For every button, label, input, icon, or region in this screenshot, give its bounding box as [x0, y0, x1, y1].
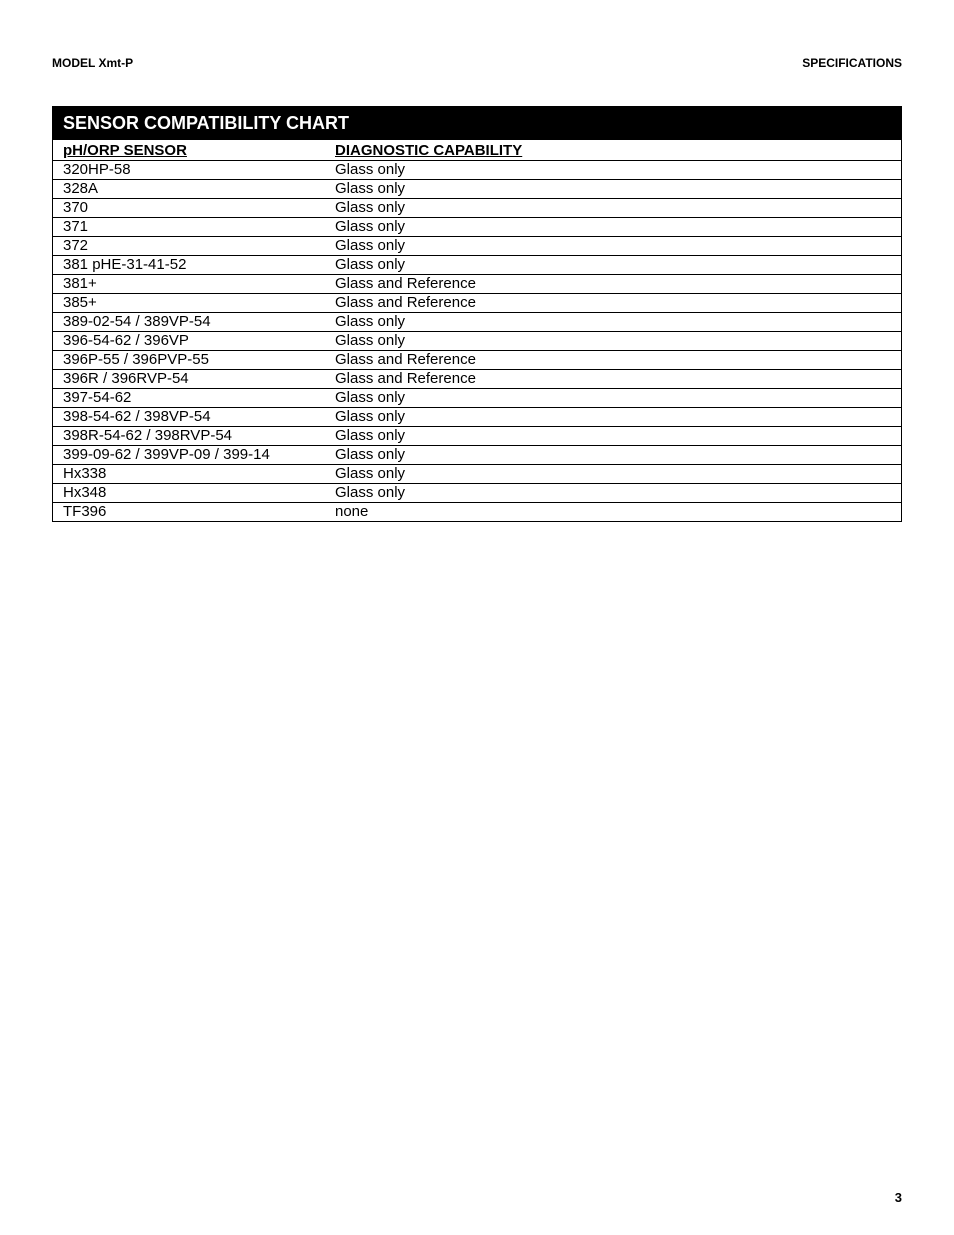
table-row: 398-54-62 / 398VP-54Glass only: [53, 408, 901, 427]
table-body: 320HP-58Glass only328AGlass only370Glass…: [53, 161, 901, 521]
diagnostic-cell: Glass only: [335, 389, 891, 407]
table-row: Hx338Glass only: [53, 465, 901, 484]
table-row: 370Glass only: [53, 199, 901, 218]
table-row: 381+Glass and Reference: [53, 275, 901, 294]
sensor-cell: 385+: [63, 294, 335, 312]
column-header-row: pH/ORP SENSOR DIAGNOSTIC CAPABILITY: [53, 140, 901, 161]
col-header-diagnostic: DIAGNOSTIC CAPABILITY: [335, 142, 891, 160]
sensor-cell: 398-54-62 / 398VP-54: [63, 408, 335, 426]
sensor-chart: SENSOR COMPATIBILITY CHART pH/ORP SENSOR…: [52, 106, 902, 522]
table-row: 397-54-62Glass only: [53, 389, 901, 408]
sensor-cell: Hx348: [63, 484, 335, 502]
table-row: 396-54-62 / 396VPGlass only: [53, 332, 901, 351]
diagnostic-cell: Glass only: [335, 408, 891, 426]
diagnostic-cell: none: [335, 503, 891, 521]
diagnostic-cell: Glass only: [335, 313, 891, 331]
sensor-cell: 371: [63, 218, 335, 236]
table-row: TF396none: [53, 503, 901, 521]
sensor-cell: 396R / 396RVP-54: [63, 370, 335, 388]
diagnostic-cell: Glass only: [335, 446, 891, 464]
header-left: MODEL Xmt-P: [52, 56, 133, 70]
table-row: 396P-55 / 396PVP-55Glass and Reference: [53, 351, 901, 370]
table-row: 328AGlass only: [53, 180, 901, 199]
diagnostic-cell: Glass only: [335, 465, 891, 483]
sensor-cell: 320HP-58: [63, 161, 335, 179]
page-number: 3: [895, 1190, 902, 1205]
diagnostic-cell: Glass only: [335, 218, 891, 236]
diagnostic-cell: Glass only: [335, 256, 891, 274]
diagnostic-cell: Glass and Reference: [335, 370, 891, 388]
sensor-cell: 372: [63, 237, 335, 255]
table-row: 398R-54-62 / 398RVP-54Glass only: [53, 427, 901, 446]
col-header-sensor: pH/ORP SENSOR: [63, 142, 335, 160]
table-row: 372Glass only: [53, 237, 901, 256]
page: MODEL Xmt-P SPECIFICATIONS SENSOR COMPAT…: [0, 0, 954, 1235]
sensor-cell: Hx338: [63, 465, 335, 483]
diagnostic-cell: Glass only: [335, 180, 891, 198]
sensor-cell: TF396: [63, 503, 335, 521]
table-row: 389-02-54 / 389VP-54Glass only: [53, 313, 901, 332]
table-row: 396R / 396RVP-54Glass and Reference: [53, 370, 901, 389]
sensor-cell: 396-54-62 / 396VP: [63, 332, 335, 350]
sensor-cell: 328A: [63, 180, 335, 198]
header-right: SPECIFICATIONS: [802, 56, 902, 70]
table-row: 320HP-58Glass only: [53, 161, 901, 180]
diagnostic-cell: Glass and Reference: [335, 294, 891, 312]
page-header: MODEL Xmt-P SPECIFICATIONS: [52, 56, 902, 70]
sensor-cell: 389-02-54 / 389VP-54: [63, 313, 335, 331]
table-row: Hx348Glass only: [53, 484, 901, 503]
sensor-cell: 397-54-62: [63, 389, 335, 407]
sensor-cell: 396P-55 / 396PVP-55: [63, 351, 335, 369]
table-row: 399-09-62 / 399VP-09 / 399-14Glass only: [53, 446, 901, 465]
table-row: 385+Glass and Reference: [53, 294, 901, 313]
table-row: 371Glass only: [53, 218, 901, 237]
diagnostic-cell: Glass only: [335, 332, 891, 350]
diagnostic-cell: Glass only: [335, 484, 891, 502]
sensor-cell: 398R-54-62 / 398RVP-54: [63, 427, 335, 445]
diagnostic-cell: Glass only: [335, 427, 891, 445]
table-row: 381 pHE-31-41-52Glass only: [53, 256, 901, 275]
chart-title: SENSOR COMPATIBILITY CHART: [53, 107, 901, 140]
sensor-cell: 381+: [63, 275, 335, 293]
sensor-cell: 381 pHE-31-41-52: [63, 256, 335, 274]
diagnostic-cell: Glass only: [335, 199, 891, 217]
sensor-cell: 399-09-62 / 399VP-09 / 399-14: [63, 446, 335, 464]
diagnostic-cell: Glass only: [335, 161, 891, 179]
diagnostic-cell: Glass only: [335, 237, 891, 255]
diagnostic-cell: Glass and Reference: [335, 275, 891, 293]
diagnostic-cell: Glass and Reference: [335, 351, 891, 369]
sensor-cell: 370: [63, 199, 335, 217]
